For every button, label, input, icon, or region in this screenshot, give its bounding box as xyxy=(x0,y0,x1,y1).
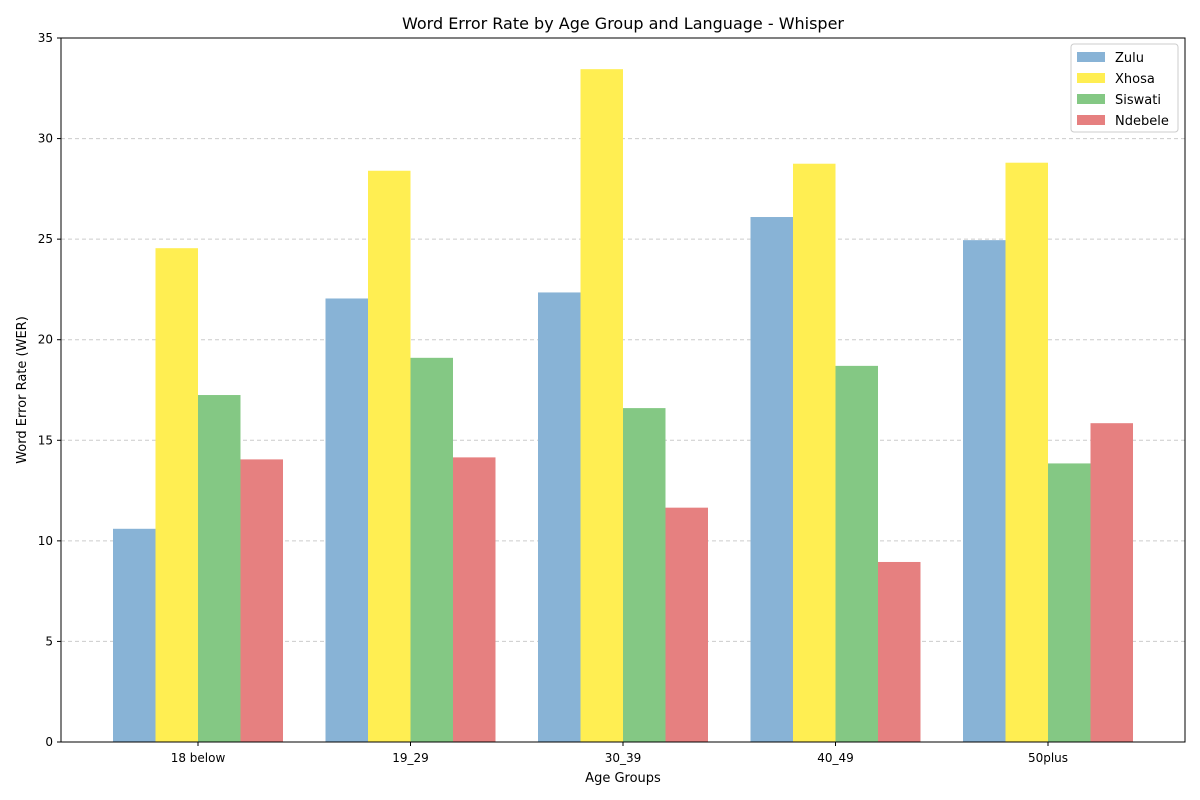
legend-label-siswati: Siswati xyxy=(1115,93,1161,108)
legend-label-zulu: Zulu xyxy=(1115,51,1144,66)
legend: Zulu Xhosa Siswati Ndebele xyxy=(1070,43,1179,133)
y-axis-ticks: 0 5 10 15 20 25 30 35 xyxy=(38,31,61,749)
bar-xhosa-3 xyxy=(793,163,836,742)
y-tick-label: 0 xyxy=(45,735,53,749)
bar-zulu-1 xyxy=(325,298,368,742)
y-axis-label: Word Error Rate (WER) xyxy=(15,316,30,464)
x-axis-ticks: 18 below 19_29 30_39 40_49 50plus xyxy=(171,742,1068,765)
bar-xhosa-0 xyxy=(155,248,198,743)
y-tick-label: 5 xyxy=(45,634,53,648)
bar-ndebele-3 xyxy=(878,561,921,742)
bar-xhosa-4 xyxy=(1005,162,1048,743)
bar-siswati-1 xyxy=(410,357,453,742)
bar-siswati-4 xyxy=(1048,463,1091,742)
bar-siswati-3 xyxy=(835,365,878,742)
bar-zulu-2 xyxy=(538,292,581,742)
bars-group xyxy=(113,69,1133,743)
chart-title: Word Error Rate by Age Group and Languag… xyxy=(402,14,844,33)
y-tick-label: 10 xyxy=(38,534,53,548)
y-tick-label: 30 xyxy=(38,132,53,146)
y-tick-label: 20 xyxy=(38,333,53,347)
bar-zulu-4 xyxy=(963,240,1006,743)
bar-zulu-0 xyxy=(113,528,156,742)
bar-siswati-2 xyxy=(623,408,666,742)
x-tick-label: 40_49 xyxy=(817,751,854,765)
legend-swatch-ndebele xyxy=(1077,115,1105,125)
bar-ndebele-2 xyxy=(665,507,708,742)
bar-zulu-3 xyxy=(750,217,793,742)
legend-swatch-xhosa xyxy=(1077,73,1105,83)
bar-ndebele-4 xyxy=(1090,423,1133,742)
legend-box xyxy=(1070,43,1179,133)
bar-siswati-0 xyxy=(198,395,241,742)
x-tick-label: 50plus xyxy=(1028,751,1068,765)
y-tick-label: 25 xyxy=(38,232,53,246)
x-tick-label: 30_39 xyxy=(605,751,642,765)
legend-label-xhosa: Xhosa xyxy=(1115,72,1155,87)
x-tick-label: 18 below xyxy=(171,751,226,765)
bar-ndebele-1 xyxy=(453,457,496,742)
legend-label-ndebele: Ndebele xyxy=(1115,114,1169,129)
y-tick-label: 35 xyxy=(38,31,53,45)
x-axis-label: Age Groups xyxy=(585,771,661,786)
bar-xhosa-2 xyxy=(580,69,623,743)
bar-ndebele-0 xyxy=(240,459,283,742)
legend-swatch-siswati xyxy=(1077,94,1105,104)
x-tick-label: 19_29 xyxy=(392,751,429,765)
bar-xhosa-1 xyxy=(368,170,411,743)
legend-swatch-zulu xyxy=(1077,52,1105,62)
y-tick-label: 15 xyxy=(38,433,53,447)
